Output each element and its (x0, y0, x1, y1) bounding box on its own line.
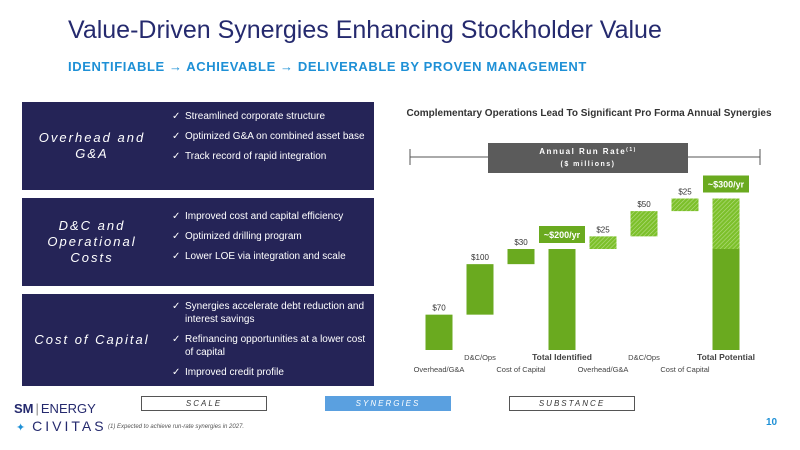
checklist-item: Synergies accelerate debt reduction and … (172, 300, 366, 326)
checklist-item: Lower LOE via integration and scale (172, 250, 366, 263)
banner-units: ($ millions) (561, 161, 616, 168)
checklist-item: Refinancing opportunities at a lower cos… (172, 333, 366, 359)
tick-label: D&C/Ops (464, 353, 496, 362)
tick-label: Cost of Capital (660, 365, 710, 374)
civitas-mark-icon: ✦ (16, 422, 26, 434)
synergy-box-dc-ops: D&C and Operational Costs Improved cost … (22, 198, 374, 286)
bar (712, 249, 740, 350)
checklist-item: Improved credit profile (172, 366, 366, 379)
footer-tag-scale: SCALE (141, 396, 267, 411)
data-label: $25 (596, 225, 610, 234)
civitas-logo: ✦ CIVITAS (16, 418, 107, 434)
data-label: $50 (637, 200, 651, 209)
tick-label: D&C/Ops (628, 353, 660, 362)
checklist-item: Streamlined corporate structure (172, 110, 366, 123)
callout-label: ~$300/yr (708, 180, 745, 190)
bar (466, 264, 494, 315)
box-checklist: Streamlined corporate structure Optimize… (172, 110, 366, 170)
bar-upside (712, 198, 740, 249)
footer-tag-synergies: SYNERGIES (325, 396, 451, 411)
tick-label: Overhead/G&A (578, 365, 629, 374)
box-checklist: Improved cost and capital efficiency Opt… (172, 210, 366, 270)
footnote: (1) Expected to achieve run-rate synergi… (108, 424, 245, 430)
page-title: Value-Driven Synergies Enhancing Stockho… (68, 16, 662, 44)
callout-box (703, 175, 749, 193)
synergy-box-overhead: Overhead and G&A Streamlined corporate s… (22, 102, 374, 190)
data-label: $30 (514, 238, 528, 247)
bar (548, 249, 576, 350)
tick-label: Cost of Capital (496, 365, 546, 374)
callout-box (539, 226, 585, 243)
synergy-waterfall-chart: Annual Run Rate(1) ($ millions) $70 Overh… (409, 143, 761, 374)
bar (507, 249, 535, 265)
callout-label: ~$200/yr (544, 230, 581, 240)
box-label: Cost of Capital (34, 331, 150, 347)
tick-label: Total Potential (697, 352, 755, 362)
checklist-item: Track record of rapid integration (172, 150, 366, 163)
box-checklist: Synergies accelerate debt reduction and … (172, 300, 366, 386)
data-label: $25 (678, 188, 692, 197)
tick-label: Overhead/G&A (414, 365, 465, 374)
bar (425, 314, 453, 350)
footer-tag-substance: SUBSTANCE (509, 396, 635, 411)
checklist-item: Optimized drilling program (172, 230, 366, 243)
chart-title: Complementary Operations Lead To Signifi… (406, 108, 772, 119)
banner-title: Annual Run Rate(1) (539, 147, 637, 156)
synergy-box-cost-of-capital: Cost of Capital Synergies accelerate deb… (22, 294, 374, 386)
bar (589, 236, 617, 249)
tick-label: Total Identified (532, 352, 592, 362)
bar (671, 198, 699, 212)
run-rate-banner (488, 143, 688, 173)
box-label: D&C and Operational Costs (47, 217, 137, 266)
data-label: $100 (471, 253, 489, 262)
bar (630, 211, 658, 237)
checklist-item: Improved cost and capital efficiency (172, 210, 366, 223)
sm-energy-logo: SM | ENERGY (14, 401, 96, 416)
data-label: $70 (432, 304, 446, 313)
box-label: Overhead and G&A (38, 129, 146, 161)
page-subtitle: IDENTIFIABLE → ACHIEVABLE → DELIVERABLE … (68, 59, 587, 74)
page-number: 10 (766, 417, 778, 428)
checklist-item: Optimized G&A on combined asset base (172, 130, 366, 143)
